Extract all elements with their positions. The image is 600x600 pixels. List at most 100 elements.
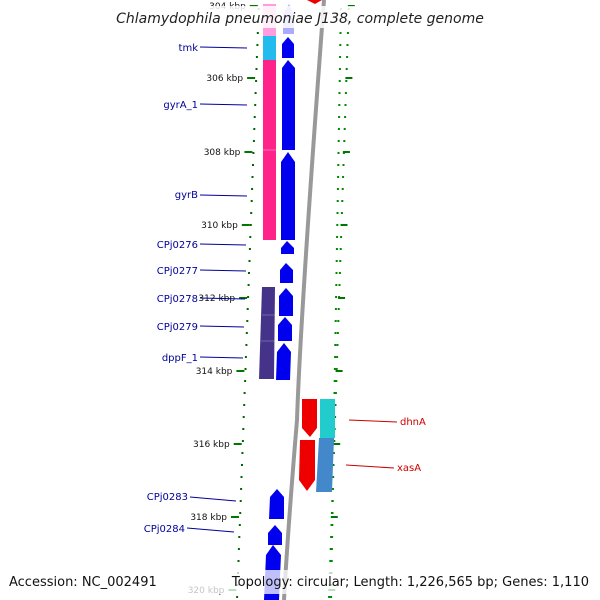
guide-dot [344,116,347,118]
category-bar-dpp [259,287,275,379]
guide-dot [251,188,254,190]
guide-dot [246,320,249,322]
guide-dot [342,164,345,166]
guide-dot [244,368,247,370]
category-bar-tmk [263,36,276,60]
guide-dot [253,116,256,118]
guide-dot [337,152,340,154]
label-CPj0283[interactable]: CPj0283 [147,492,237,503]
tick-label: 308 kbp [204,148,241,158]
guide-dot [236,596,239,598]
guide-dot [344,104,347,106]
guide-dot [335,272,338,274]
label-xasA[interactable]: xasA [345,463,421,474]
guide-dot [238,524,241,526]
guide-dot [339,248,342,250]
guide-dot [336,332,339,334]
label-gyrA_1[interactable]: gyrA_1 [163,100,248,111]
label-text-CPj0284: CPj0284 [144,524,185,535]
guide-dot [240,476,243,478]
guide-dot [335,260,338,262]
guide-dot [331,524,334,526]
label-tmk[interactable]: tmk [179,43,248,54]
guide-dot [337,164,340,166]
guide-dot [247,296,250,298]
label-CPj0277[interactable]: CPj0277 [157,266,247,277]
guide-dot [333,392,336,394]
topology-text: Topology: circular; Length: 1,226,565 bp… [231,575,589,590]
guide-dot [241,452,244,454]
guide-dot [332,452,335,454]
accession-text: Accession: NC_002491 [9,575,157,590]
guide-dot [345,68,348,70]
guide-dot [249,236,252,238]
guide-dot [341,188,344,190]
label-text-gyrA_1: gyrA_1 [163,100,198,111]
cds-CPj0277 [280,263,293,283]
guide-dot [239,500,242,502]
cds-CPj0276 [281,241,294,254]
guide-dot [334,344,337,346]
guide-dot [328,596,331,598]
guide-dot [330,548,333,550]
category-bar-xasA [316,438,334,492]
guide-dot [346,32,349,34]
guide-dot [329,548,332,550]
guide-dot [255,68,258,70]
guide-dot [243,404,246,406]
guide-dot [331,500,334,502]
guide-dot [240,488,243,490]
cds-CPj0284 [268,525,282,545]
guide-dot [332,476,335,478]
guide-dot [338,104,341,106]
tick-label: 312 kbp [198,294,235,304]
label-text-xasA: xasA [397,463,421,474]
guide-dot [251,176,254,178]
label-text-dppF_1: dppF_1 [162,353,198,364]
label-text-gyrB: gyrB [175,190,198,201]
guide-dot [238,536,241,538]
guide-dot [334,332,337,334]
guide-dot [245,344,248,346]
guide-dot [338,92,341,94]
guide-dot [338,68,341,70]
guide-dot [254,92,257,94]
guide-dot [339,56,342,58]
guide-dot [334,308,337,310]
guide-dot [346,44,349,46]
guide-dot [256,44,259,46]
label-text-CPj0276: CPj0276 [157,240,198,251]
label-CPj0276[interactable]: CPj0276 [157,240,247,251]
guide-dot [254,104,257,106]
label-text-CPj0279: CPj0279 [157,322,198,333]
label-CPj0284[interactable]: CPj0284 [144,524,235,535]
guide-dot [237,560,240,562]
label-text-CPj0283: CPj0283 [147,492,188,503]
tick-label: 306 kbp [206,74,243,84]
guide-dot [330,560,333,562]
guide-dot [252,164,254,166]
tick-label: 310 kbp [201,221,238,231]
guide-dot [339,260,342,262]
guide-dot [341,200,344,202]
guide-dot [241,440,244,442]
guide-dot [337,308,340,310]
label-CPj0279[interactable]: CPj0279 [157,322,245,333]
guide-dot [346,56,349,58]
label-CPj0278[interactable]: CPj0278 [157,294,246,305]
guide-dot [245,332,248,334]
guide-dot [330,596,333,598]
guide-dot [244,380,247,382]
label-dhnA[interactable]: dhnA [348,417,426,428]
label-gyrB[interactable]: gyrB [175,190,248,201]
guide-dot [335,380,338,382]
guide-dot [334,404,337,406]
cds-CPj0279 [278,317,292,341]
cds-tmk [282,37,294,58]
guide-dot [336,200,339,202]
cds-gyrB [281,152,295,240]
guide-dot [242,416,245,418]
guide-dot [242,428,245,430]
label-dppF_1[interactable]: dppF_1 [162,353,244,364]
